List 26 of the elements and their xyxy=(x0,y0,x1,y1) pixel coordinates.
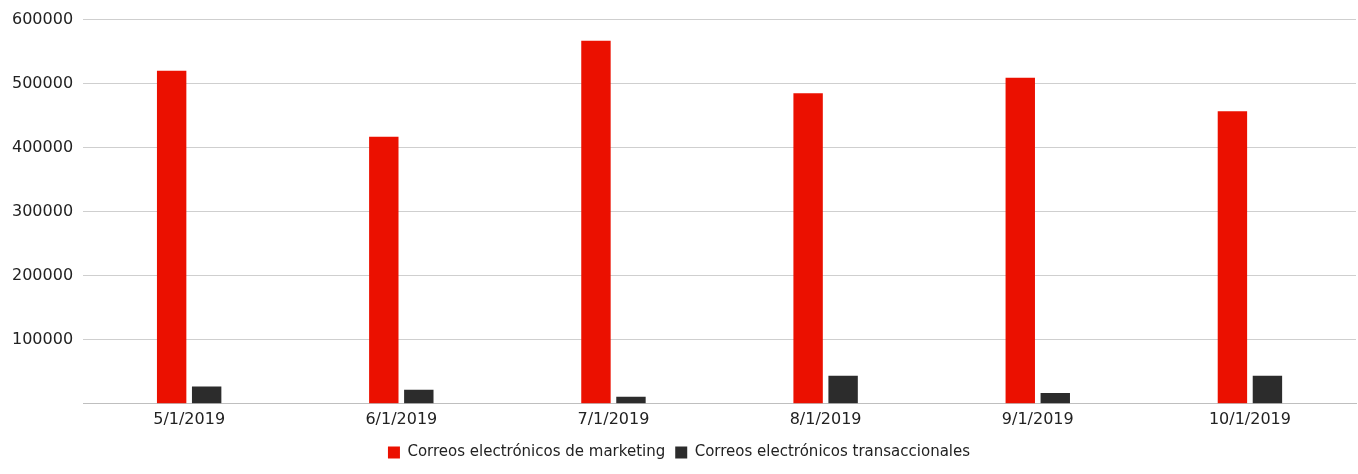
bar xyxy=(828,375,858,404)
x-tick-label: 9/1/2019 xyxy=(1001,408,1074,428)
y-tick-label: 400000 xyxy=(12,136,74,156)
y-tick-label: 600000 xyxy=(12,8,74,28)
bar xyxy=(616,396,646,404)
bar xyxy=(1040,392,1070,404)
bar xyxy=(581,40,611,404)
legend-label: Correos electrónicos de marketing xyxy=(407,442,666,461)
x-tick-label: 5/1/2019 xyxy=(153,408,226,428)
y-tick-label: 200000 xyxy=(12,264,74,284)
bar xyxy=(369,136,399,404)
bar xyxy=(404,389,434,404)
bar xyxy=(793,93,823,404)
y-tick-label: 100000 xyxy=(12,328,74,348)
bar xyxy=(1005,77,1035,404)
bar xyxy=(1252,375,1283,404)
x-tick-label: 7/1/2019 xyxy=(577,408,650,428)
bar xyxy=(191,386,222,404)
x-tick-label: 10/1/2019 xyxy=(1208,408,1291,428)
legend-label: Correos electrónicos transaccionales xyxy=(694,442,971,461)
bar xyxy=(1217,111,1248,404)
x-tick-label: 6/1/2019 xyxy=(365,408,438,428)
x-tick-label: 8/1/2019 xyxy=(789,408,862,428)
y-tick-label: 500000 xyxy=(12,72,74,92)
y-tick-label: 300000 xyxy=(12,200,74,220)
bar xyxy=(156,70,187,404)
